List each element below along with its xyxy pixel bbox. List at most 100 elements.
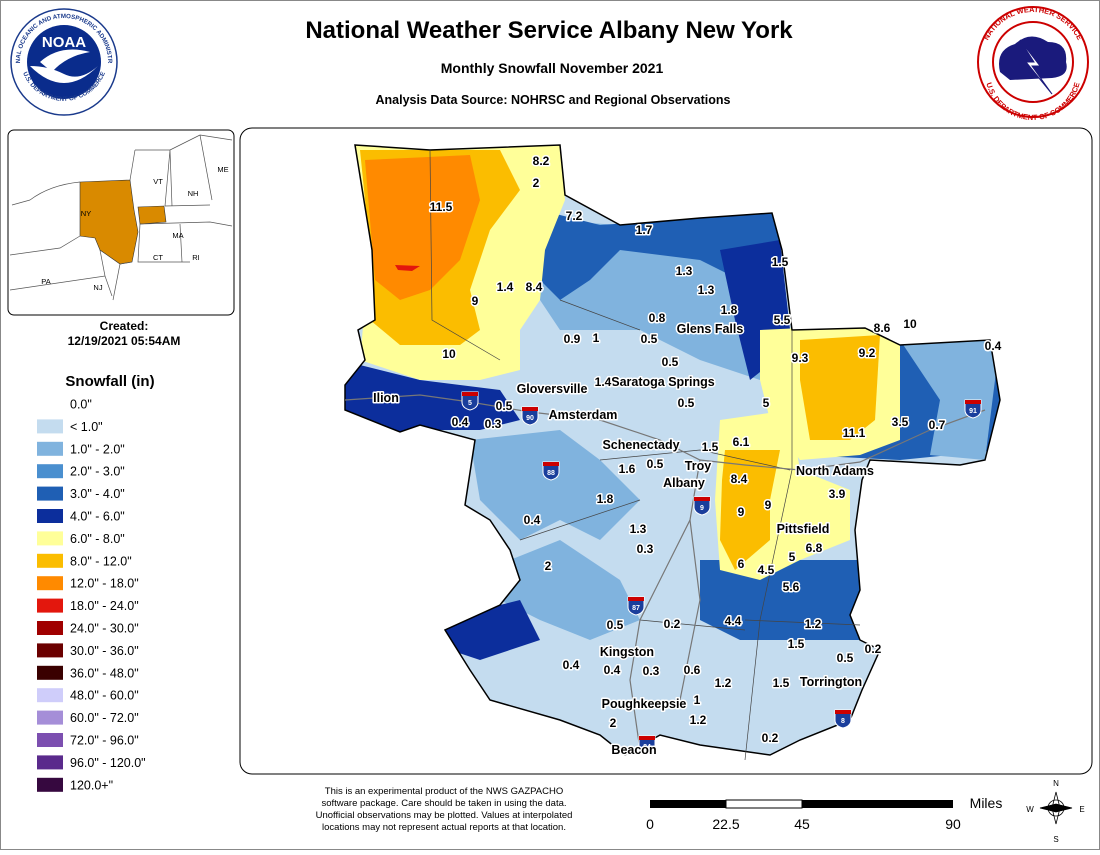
legend-label: 12.0" - 18.0" [70,577,139,591]
compass-letter: E [1079,805,1084,814]
interstate-number: 90 [526,415,534,422]
interstate-shield-top [543,462,559,466]
place-label: Troy [685,459,711,473]
snow-value: 0.5 [837,651,854,665]
legend-swatch [37,464,63,479]
snow-value: 6.8 [806,541,823,555]
place-label: Albany [663,476,705,490]
snow-value: 0.4 [985,339,1002,353]
snow-value: 0.4 [563,658,580,672]
legend-label: 8.0" - 12.0" [70,554,132,568]
legend-label: 60.0" - 72.0" [70,711,139,725]
snow-value: 1.5 [788,637,805,651]
legend-swatch [37,688,63,703]
legend-swatch [37,553,63,568]
snow-value: 1.8 [597,492,614,506]
legend-label: 48.0" - 60.0" [70,689,139,703]
legend-swatch [37,643,63,658]
legend-label: 0.0" [70,398,92,412]
interstate-shield [964,399,982,419]
scale-label: 45 [794,816,810,832]
place-label: North Adams [796,464,874,478]
snow-value: 8.2 [533,154,550,168]
state-label: CT [153,253,163,262]
snow-value: 0.3 [637,542,654,556]
snow-value: 9 [738,505,745,519]
legend-swatch [37,419,63,434]
interstate-shield [627,596,645,616]
scale-label: 0 [646,816,654,832]
snow-value: 8.4 [731,472,748,486]
legend-swatch [37,441,63,456]
subtitle: Monthly Snowfall November 2021 [441,60,664,76]
snow-value: 1.5 [772,255,789,269]
snow-value: 0.9 [564,332,581,346]
interstate-shield-top [462,392,478,396]
snow-value: 7.2 [566,209,583,223]
snow-value: 1 [694,693,701,707]
snow-value: 0.2 [664,617,681,631]
legend-swatch [37,710,63,725]
interstate-shield [542,461,560,481]
interstate-number: 88 [547,470,555,477]
snow-value: 8.4 [526,280,543,294]
legend-label: 24.0" - 30.0" [70,622,139,636]
place-label: Gloversville [517,382,588,396]
interstate-shield-top [835,710,851,714]
scale-bar [650,799,953,809]
snow-value: 0.5 [496,399,513,413]
legend-label: 3.0" - 4.0" [70,487,125,501]
state-label: PA [41,277,50,286]
interstate-shield [521,406,539,426]
snow-value: 10 [442,347,456,361]
state-label: ME [217,165,228,174]
snow-value: 0.5 [647,457,664,471]
state-label: RI [192,253,200,262]
legend-label: < 1.0" [70,420,103,434]
snow-value: 4.4 [725,614,742,628]
snow-value: 9 [472,294,479,308]
legend-label: 96.0" - 120.0" [70,756,146,770]
snow-value: 5 [789,550,796,564]
compass-letter: N [1053,779,1059,788]
snow-value: 11.1 [843,426,866,440]
compass-letter: W [1026,805,1034,814]
snow-value: 1.4 [595,375,612,389]
interstate-number: 8 [841,718,845,725]
noaa-text: NOAA [42,34,86,51]
snow-value: 0.5 [678,396,695,410]
snow-value: 1.5 [702,440,719,454]
snow-value: 1 [593,331,600,345]
snow-value: 11.5 [430,200,453,214]
disclaimer-line: This is an experimental product of the N… [325,786,563,797]
interstate-shield [834,709,852,729]
snow-value: 6 [738,557,745,571]
snow-value: 10 [903,317,917,331]
snow-value: 5.6 [783,580,800,594]
interstate-shield [693,496,711,516]
created-timestamp: 12/19/2021 05:54AM [68,334,181,348]
interstate-shield [461,391,479,411]
legend-swatch [37,755,63,770]
state-label: MA [172,231,183,240]
snow-value: 0.5 [607,618,624,632]
interstate-shield-top [965,400,981,404]
snow-value: 0.7 [929,418,946,432]
snow-value: 9.3 [792,351,809,365]
source: Analysis Data Source: NOHRSC and Regiona… [376,93,731,107]
snow-value: 1.5 [773,676,790,690]
place-label: Beacon [611,743,656,757]
snow-value: 3.9 [829,487,846,501]
place-label: Poughkeepsie [602,697,687,711]
snow-value: 0.4 [452,415,469,429]
interstate-shield-top [522,407,538,411]
snow-value: 8.6 [874,321,891,335]
legend-swatch [37,777,63,792]
place-label: Pittsfield [777,522,830,536]
legend-label: 120.0+" [70,778,113,792]
snow-value: 0.3 [643,664,660,678]
interstate-number: 87 [632,605,640,612]
snow-value: 1.4 [497,280,514,294]
legend-swatch [37,665,63,680]
